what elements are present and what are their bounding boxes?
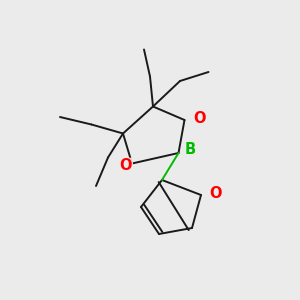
Text: O: O bbox=[209, 186, 222, 201]
Text: O: O bbox=[120, 158, 132, 173]
Text: O: O bbox=[193, 111, 206, 126]
Text: B: B bbox=[185, 142, 196, 158]
